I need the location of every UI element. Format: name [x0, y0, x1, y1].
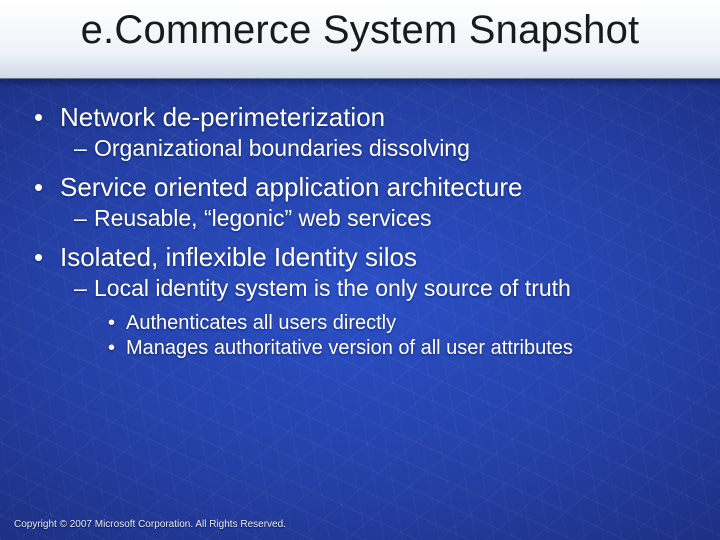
title-bar: e.Commerce System Snapshot [0, 0, 720, 79]
slide-title: e.Commerce System Snapshot [0, 8, 720, 53]
copyright-text: Copyright © 2007 Microsoft Corporation. … [14, 519, 286, 530]
bullet-lvl3: Authenticates all users directly [34, 312, 696, 335]
bullet-lvl1: Isolated, inflexible Identity silos [34, 242, 696, 273]
bullet-lvl2: Local identity system is the only source… [34, 275, 696, 302]
slide: e.Commerce System Snapshot Network de-pe… [0, 0, 720, 540]
bullet-lvl2: Reusable, “legonic” web services [34, 205, 696, 232]
bullet-lvl1: Service oriented application architectur… [34, 172, 696, 203]
bullet-lvl1: Network de-perimeterization [34, 102, 696, 133]
bullet-lvl3: Manages authoritative version of all use… [34, 337, 696, 360]
bullet-lvl2: Organizational boundaries dissolving [34, 135, 696, 162]
slide-body: Network de-perimeterization Organization… [34, 96, 696, 362]
